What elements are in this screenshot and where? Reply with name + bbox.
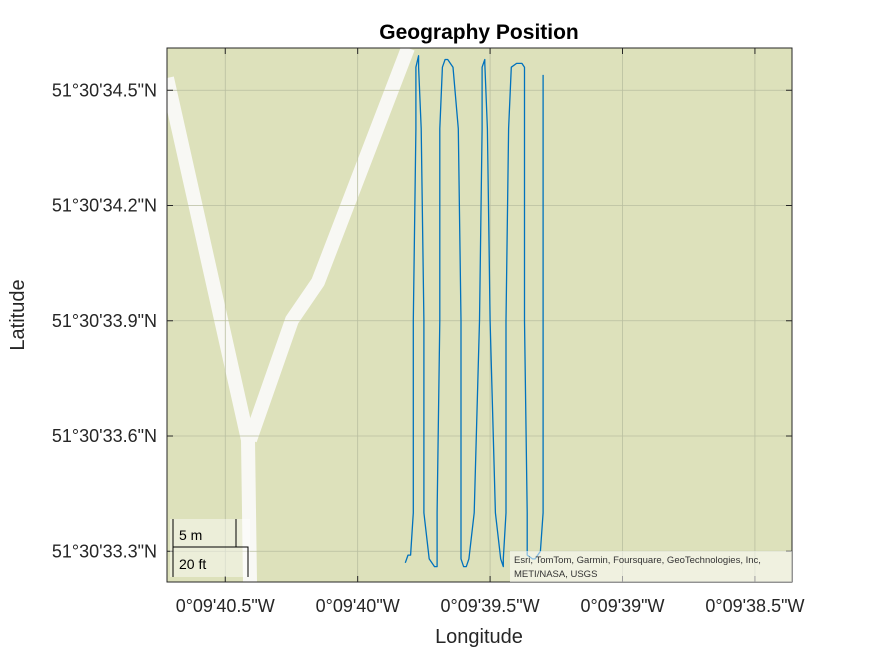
x-tick-label: 0°09'40"W	[316, 596, 400, 616]
attribution-line-2: METI/NASA, USGS	[514, 569, 597, 580]
y-tick-label: 51°30'33.9"N	[52, 311, 157, 331]
y-tick-label: 51°30'34.2"N	[52, 196, 157, 216]
y-tick-label: 51°30'34.5"N	[52, 80, 157, 100]
x-tick-label: 0°09'40.5"W	[176, 596, 275, 616]
y-tick-labels: 51°30'34.5"N 51°30'34.2"N 51°30'33.9"N 51°3…	[52, 80, 157, 561]
attribution-background	[510, 551, 792, 582]
y-axis-label: Latitude	[7, 279, 29, 350]
axes-box	[166, 47, 793, 583]
x-tick-label: 0°09'39"W	[580, 596, 664, 616]
y-tick-label: 51°30'33.6"N	[52, 426, 157, 446]
gps-track-line[interactable]	[404, 55, 544, 568]
scale-bar-imperial-label: 20 ft	[179, 556, 206, 572]
x-tick-labels: 0°09'40.5"W 0°09'40"W 0°09'39.5"W 0°09'39"W…	[176, 596, 805, 616]
scale-bar-background	[170, 519, 250, 577]
y-tick-label: 51°30'33.3"N	[52, 541, 157, 561]
map-attribution: Esri, TomTom, Garmin, Foursquare, GeoTec…	[510, 551, 792, 582]
x-tick-label: 0°09'39.5"W	[441, 596, 540, 616]
map-axes[interactable]	[166, 47, 793, 583]
road-left	[167, 76, 257, 582]
scale-bar-metric-label: 5 m	[179, 527, 202, 543]
road-diagonal	[243, 48, 415, 443]
scale-bar-imperial-line	[172, 546, 249, 577]
scale-bar: 5 m 20 ft	[170, 519, 250, 577]
attribution-line-1: Esri, TomTom, Garmin, Foursquare, GeoTec…	[514, 555, 761, 566]
x-axis-label: Longitude	[435, 626, 523, 648]
x-tick-label: 0°09'38.5"W	[705, 596, 804, 616]
chart-title: Geography Position	[379, 21, 579, 44]
